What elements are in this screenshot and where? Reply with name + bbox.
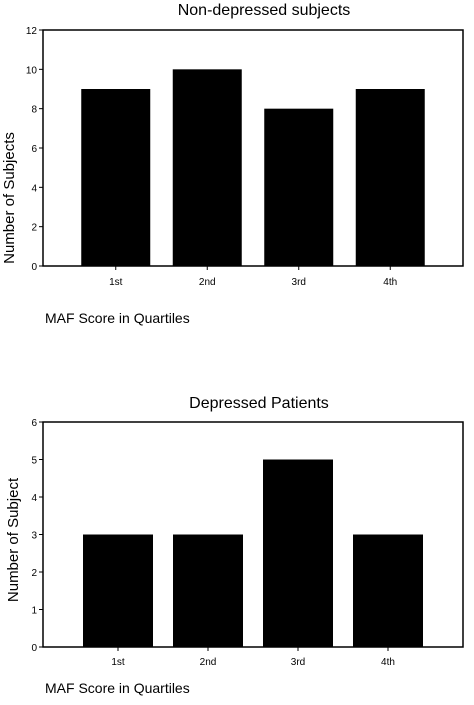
plot-area: 0 1 2 3 4 5 6 1st 2nd 3rd 4th	[31, 418, 464, 668]
bar-4th	[353, 534, 423, 647]
x-axis-label: MAF Score in Quartiles	[45, 310, 190, 326]
y-axis-label: Number of Subjects	[1, 132, 18, 264]
y-axis-label: Number of Subject	[5, 477, 22, 602]
chart-title: Non-depressed subjects	[178, 2, 351, 19]
y-tick-label: 8	[31, 105, 37, 116]
y-tick-label: 1	[31, 606, 37, 617]
y-tick-label: 4	[31, 183, 37, 194]
bar-4th	[355, 89, 425, 266]
non-depressed-chart: Non-depressed subjects Number of Subject…	[1, 2, 464, 326]
y-tick-label: 6	[31, 418, 37, 429]
x-tick-label: 2nd	[200, 657, 217, 668]
y-tick-label: 3	[31, 531, 37, 542]
x-tick-label: 2nd	[199, 277, 216, 288]
depressed-chart: Depressed Patients Number of Subject MAF…	[5, 395, 464, 696]
x-tick-label: 3rd	[291, 657, 305, 668]
y-tick-label: 0	[31, 262, 37, 273]
bar-3rd	[263, 459, 333, 647]
y-tick-label: 5	[31, 456, 37, 467]
x-tick-label: 4th	[381, 657, 395, 668]
plot-area: 0 2 4 6 8 10 12 1st 2nd 3rd 4th	[26, 26, 464, 288]
bar-2nd	[172, 69, 242, 266]
x-tick-label: 3rd	[292, 277, 306, 288]
y-tick-label: 2	[31, 568, 37, 579]
x-tick-label: 4th	[383, 277, 397, 288]
y-tick-label: 4	[31, 493, 37, 504]
bar-1st	[81, 89, 151, 266]
y-tick-label: 10	[26, 65, 38, 76]
x-axis-label: MAF Score in Quartiles	[45, 680, 190, 696]
bar-3rd	[264, 108, 334, 267]
y-tick-label: 6	[31, 144, 37, 155]
x-tick-label: 1st	[109, 277, 123, 288]
y-tick-label: 2	[31, 223, 37, 234]
x-tick-label: 1st	[111, 657, 125, 668]
bar-1st	[83, 534, 153, 647]
chart-title: Depressed Patients	[189, 395, 329, 412]
y-tick-label: 12	[26, 26, 38, 37]
bar-2nd	[173, 534, 243, 647]
y-tick-label: 0	[31, 643, 37, 654]
